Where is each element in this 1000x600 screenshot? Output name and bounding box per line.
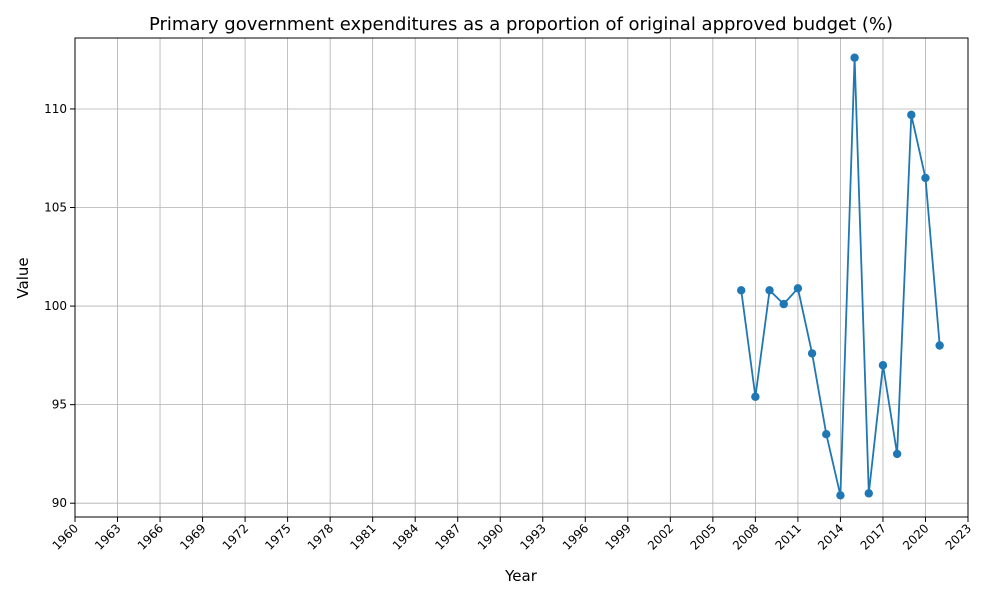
data-point (737, 286, 746, 295)
y-tick-label: 95 (52, 398, 67, 412)
x-tick-label: 1963 (92, 521, 123, 552)
y-tick-label: 100 (44, 299, 67, 313)
x-tick-label: 1972 (220, 521, 251, 552)
data-point (765, 286, 774, 295)
data-point (751, 392, 760, 401)
data-point (779, 299, 788, 309)
data-point (822, 430, 831, 439)
data-point (907, 110, 916, 120)
data-point (921, 173, 930, 183)
data-point (850, 53, 859, 62)
chart-title: Primary government expenditures as a pro… (149, 14, 893, 35)
x-tick-label: 1987 (432, 521, 463, 552)
plot-area-frame (74, 37, 969, 518)
x-tick-label: 1990 (475, 521, 506, 552)
x-tick-label: 2023 (943, 521, 974, 552)
x-tick-label: 2020 (900, 521, 931, 552)
data-point (807, 349, 817, 358)
x-tick-label: 2002 (645, 521, 676, 552)
y-tick-label: 105 (44, 201, 67, 215)
x-tick-label: 1969 (177, 521, 208, 552)
x-axis: 1960 1963 1966 1969 1972 1975 1978 1981 1984 1987… (50, 517, 974, 553)
x-tick-label: 1975 (262, 521, 293, 552)
x-tick-label: 2014 (815, 521, 846, 552)
x-tick-label: 1981 (347, 521, 378, 552)
data-point (878, 361, 888, 370)
y-axis: 90 95 100 105 110 (44, 102, 75, 510)
data-point (935, 341, 944, 350)
x-tick-label: 1960 (50, 521, 81, 552)
x-axis-label: Year (504, 567, 538, 585)
x-tick-label: 1996 (560, 521, 591, 552)
x-tick-label: 2008 (730, 521, 761, 552)
x-tick-label: 1966 (135, 521, 166, 552)
x-tick-label: 2005 (687, 521, 718, 552)
data-point (892, 449, 902, 459)
x-tick-label: 2011 (773, 521, 804, 552)
x-tick-label: 1993 (517, 521, 548, 552)
data-point (836, 491, 845, 500)
y-axis-label: Value (14, 257, 32, 298)
y-tick-label: 90 (52, 496, 67, 510)
data-point (793, 284, 803, 293)
x-tick-label: 1984 (390, 521, 421, 552)
x-tick-label: 2017 (858, 521, 889, 552)
grid (74, 38, 969, 517)
y-tick-label: 110 (44, 102, 67, 116)
data-point (864, 489, 873, 498)
series-layer (737, 53, 944, 500)
x-tick-label: 1999 (602, 521, 633, 552)
x-tick-label: 1978 (305, 521, 336, 552)
